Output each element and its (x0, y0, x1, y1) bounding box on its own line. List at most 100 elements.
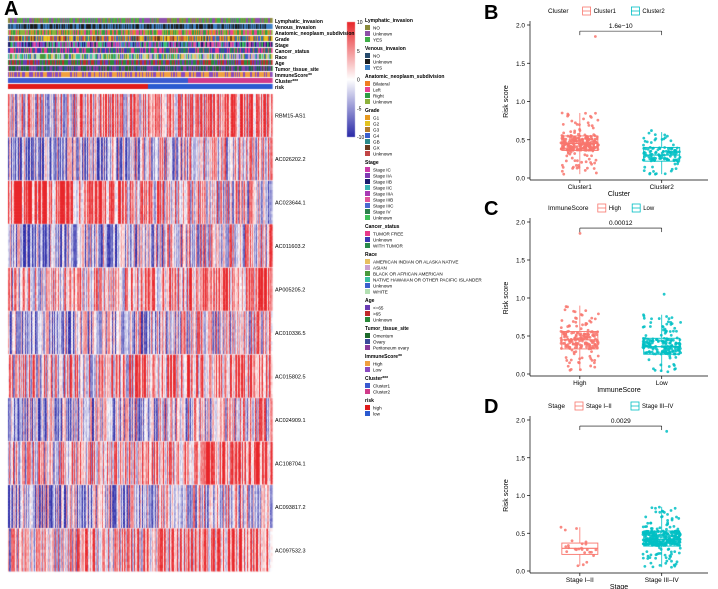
data-point (588, 354, 592, 358)
data-point (592, 167, 596, 170)
legend-item-label: NO (373, 26, 380, 31)
data-point (572, 135, 576, 139)
data-point (645, 140, 649, 144)
data-point (577, 361, 581, 365)
data-point (672, 524, 676, 528)
legend-swatch (365, 345, 370, 350)
x-axis-label: Stage (610, 584, 628, 589)
data-point (585, 343, 589, 347)
data-point (585, 136, 589, 140)
box (643, 530, 681, 547)
data-point (641, 552, 645, 556)
y-tick-label: 0.5 (516, 334, 525, 341)
legend-item-label: Unknown (373, 318, 393, 323)
data-point (675, 329, 678, 333)
data-point (597, 312, 600, 316)
data-point (664, 330, 668, 334)
legend-swatch (365, 259, 370, 264)
data-point (589, 364, 593, 368)
legend-item-label: Stage IIB (373, 180, 392, 185)
legend-swatch (365, 37, 370, 42)
data-point (658, 563, 662, 567)
legend-swatch (365, 215, 370, 220)
data-point (590, 124, 594, 128)
data-point (642, 143, 645, 147)
legend-swatch (365, 185, 370, 190)
annotation-row-label: ImmuneScore** (275, 73, 312, 79)
data-point (562, 172, 566, 176)
data-point (572, 309, 575, 313)
data-point (656, 543, 660, 547)
data-point (583, 168, 587, 172)
data-point (583, 551, 587, 555)
legend-swatch (365, 237, 370, 242)
data-point (580, 336, 584, 340)
legend-title: ImmuneScore (548, 205, 589, 212)
data-point (669, 139, 673, 143)
y-tick-label: 0.5 (516, 531, 525, 538)
data-point (567, 345, 571, 349)
legend-title: ImmuneScore** (365, 354, 402, 360)
annotation-row-label: Cancer_status (275, 49, 310, 55)
legend-item-label: high (373, 406, 382, 411)
boxplot-panel-c: ImmuneScore High Low 0.0 0.5 1.0 1.5 2.0 Risk sc… (503, 203, 708, 394)
y-axis-label: Risk score (503, 85, 510, 118)
legend-item-label: Low (643, 206, 655, 212)
data-point (594, 111, 597, 115)
data-point (660, 509, 664, 513)
data-point (594, 331, 598, 335)
data-point (673, 349, 676, 353)
data-point (643, 525, 647, 529)
data-point (675, 560, 679, 564)
data-point (641, 556, 645, 560)
legend-swatch (365, 167, 370, 172)
annotation-row-label: Lymphatic_invasion (275, 19, 323, 25)
data-point (665, 429, 669, 433)
data-point (644, 147, 648, 151)
legend-swatch (365, 87, 370, 92)
legend-item-label: Unknown (373, 32, 393, 37)
data-point (650, 506, 654, 510)
legend-swatch (365, 333, 370, 338)
legend-item-label: G4 (373, 134, 380, 139)
data-point (563, 308, 567, 312)
data-point (666, 320, 670, 324)
data-point (674, 367, 677, 371)
data-point (653, 133, 657, 137)
data-point (562, 342, 565, 345)
legend-title: risk (365, 398, 374, 404)
data-point (670, 565, 673, 569)
data-point (657, 539, 661, 543)
data-point (670, 530, 674, 534)
data-point (670, 542, 674, 546)
gene-label: RBM15-AS1 (275, 114, 306, 120)
data-point (650, 129, 653, 132)
data-point (579, 332, 583, 336)
data-point (648, 171, 652, 175)
data-point (590, 137, 594, 141)
legend-swatch (365, 25, 370, 30)
data-point (592, 361, 596, 365)
data-point (665, 559, 669, 563)
data-point (669, 169, 673, 173)
legend-item-label: <=65 (373, 306, 384, 311)
data-point (656, 148, 660, 152)
gene-label: AC015802.5 (275, 374, 306, 380)
data-point (565, 147, 569, 151)
data-point (654, 543, 658, 546)
legend-title: Cancer_status (365, 224, 400, 230)
data-point (646, 557, 650, 560)
y-tick-label: 1.0 (516, 493, 525, 500)
data-point (579, 327, 583, 331)
legend-swatch (365, 115, 370, 120)
data-point (564, 344, 568, 347)
data-point (573, 152, 577, 155)
data-point (584, 540, 588, 544)
legend-item-label: Stage I–II (586, 404, 612, 410)
data-point (566, 544, 570, 547)
data-point (564, 305, 568, 308)
data-point (665, 315, 668, 318)
data-point (665, 527, 668, 531)
legend-item-label: High (609, 206, 621, 212)
